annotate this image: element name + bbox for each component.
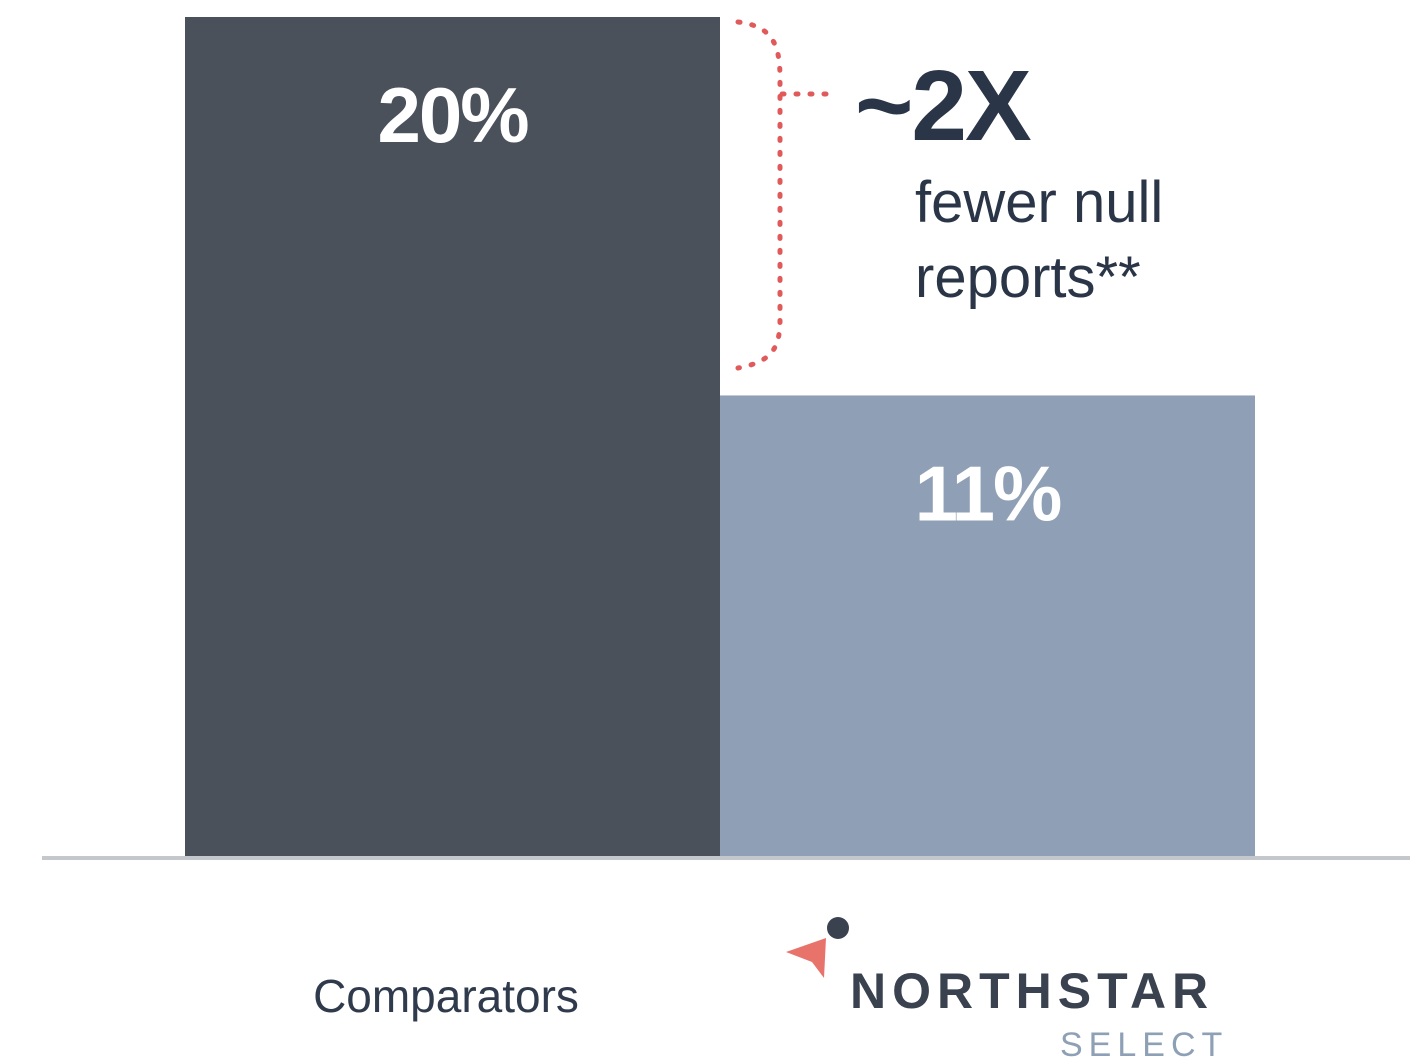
bar-labels-group: 20% 11% bbox=[377, 71, 1063, 537]
bar-comparators bbox=[185, 17, 720, 858]
northstar-logo: NORTHSTAR SELECT bbox=[786, 917, 1228, 1063]
brand-subtitle: SELECT bbox=[1060, 1026, 1228, 1063]
value-label-comparators: 20% bbox=[377, 71, 528, 159]
bars-group bbox=[185, 17, 1255, 858]
callout-line-1: fewer null bbox=[915, 170, 1163, 235]
bar-northstar-select bbox=[720, 395, 1255, 858]
callout-line-2: reports** bbox=[915, 245, 1141, 310]
callout-multiplier: ~2X bbox=[855, 50, 1031, 162]
category-label-comparators: Comparators bbox=[313, 970, 579, 1022]
comparison-bracket bbox=[735, 19, 783, 371]
value-label-northstar-select: 11% bbox=[915, 449, 1061, 537]
brand-name: NORTHSTAR bbox=[850, 963, 1214, 1019]
northstar-arrow-icon bbox=[786, 917, 849, 978]
